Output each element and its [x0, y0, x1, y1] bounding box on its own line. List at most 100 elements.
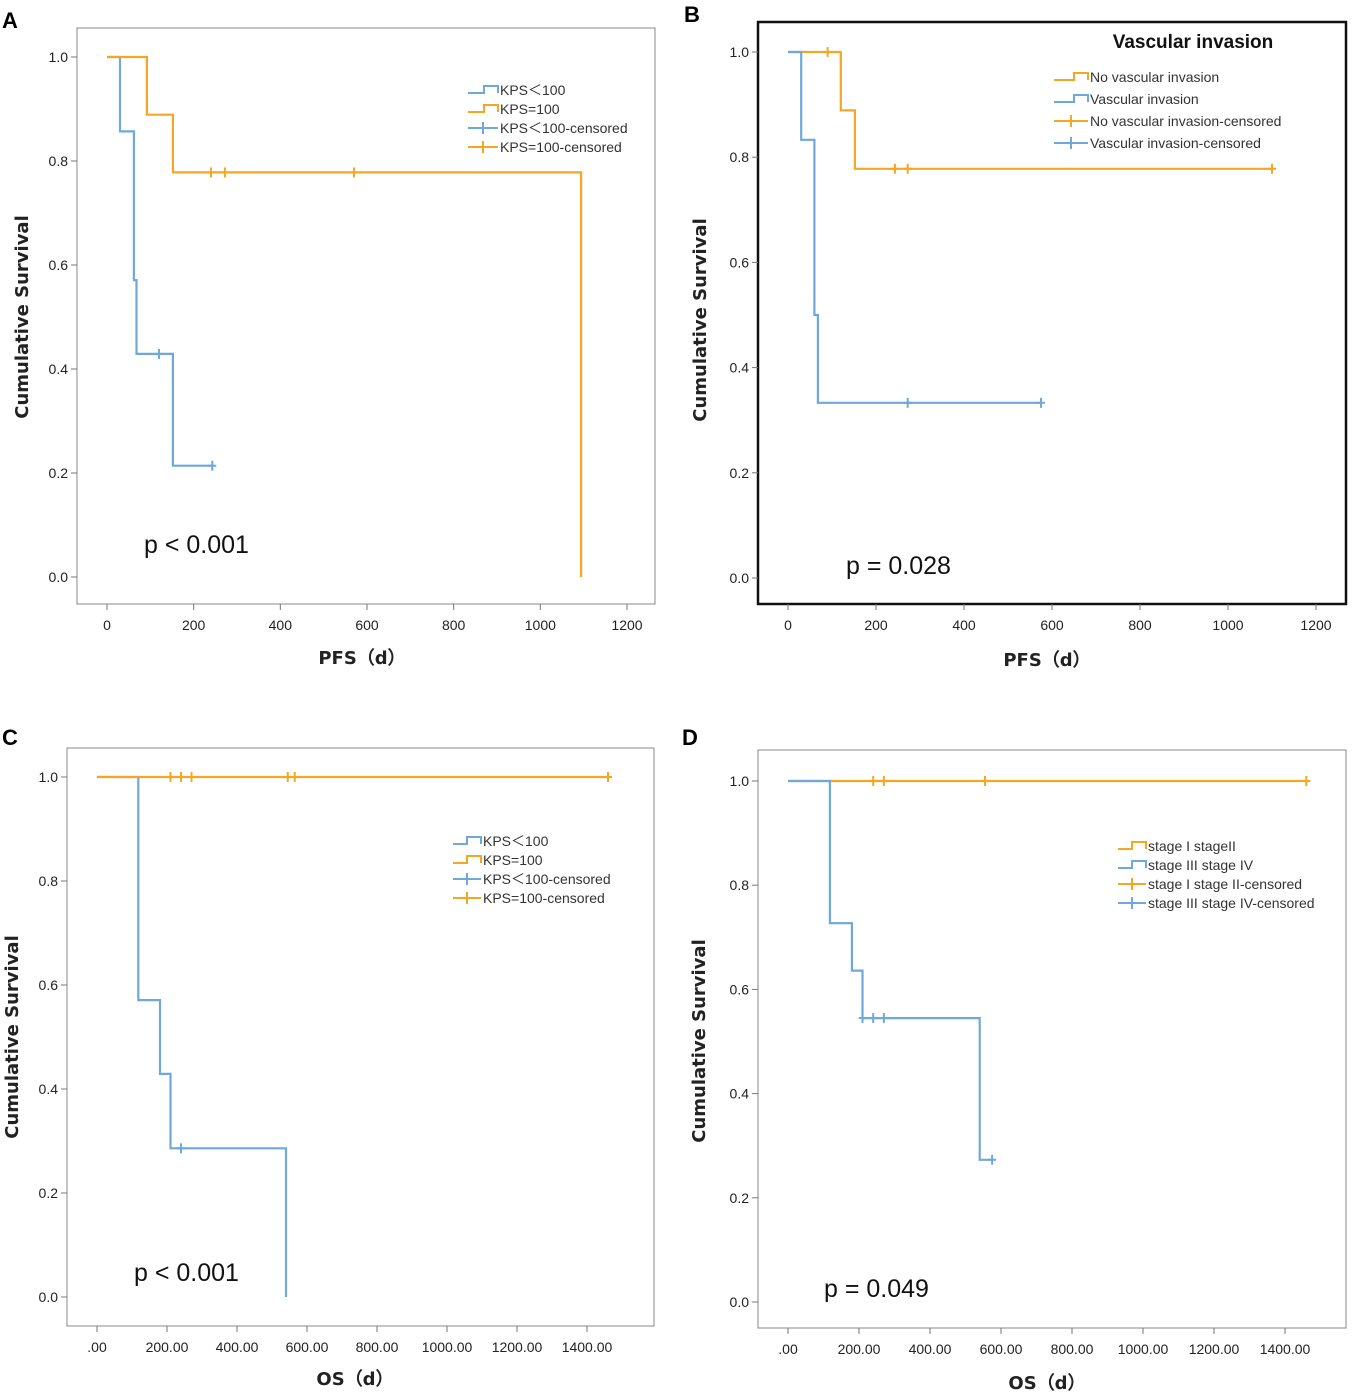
panel-letter: A — [2, 8, 18, 33]
legend-entry: stage I stage II-censored — [1148, 876, 1302, 892]
y-tick-label: 0.4 — [49, 361, 69, 377]
x-tick-label: .00 — [778, 1341, 798, 1357]
legend-entry: KPS＜100 — [500, 82, 566, 98]
x-axis-title: PFS（d） — [318, 648, 405, 669]
km-curve-series-2 — [788, 779, 993, 1161]
x-tick-label: 1200.00 — [492, 1339, 543, 1355]
km-curve-series-1 — [788, 50, 1272, 170]
x-tick-label: 1200.00 — [1189, 1341, 1240, 1357]
km-curve-series-2 — [107, 55, 583, 577]
legend-entry: KPS＜100-censored — [483, 871, 611, 887]
legend-swatch-step — [1054, 94, 1089, 103]
x-tick-label: 0 — [784, 617, 792, 633]
x-tick-label: 600.00 — [286, 1339, 329, 1355]
y-tick-label: 0.8 — [39, 873, 59, 889]
legend-entry: Vascular invasion — [1090, 91, 1199, 107]
y-tick-label: 0.0 — [730, 570, 750, 586]
x-tick-label: 600 — [355, 617, 379, 633]
x-tick-label: 600 — [1040, 617, 1064, 633]
legend-entry: stage I stageII — [1148, 838, 1236, 854]
y-tick-label: 1.0 — [730, 773, 750, 789]
x-tick-label: 800.00 — [356, 1339, 399, 1355]
y-tick-label: 0.6 — [730, 981, 750, 997]
y-tick-label: 0.0 — [49, 569, 69, 585]
legend-swatch-step — [453, 836, 482, 845]
y-axis-title: Cumulative Survival — [12, 215, 33, 419]
x-tick-label: 1000 — [1212, 617, 1243, 633]
x-axis-title: OS（d） — [1008, 1373, 1085, 1394]
y-axis-title: Cumulative Survival — [689, 939, 710, 1143]
legend-entry: KPS=100 — [483, 852, 543, 868]
plot-frame — [66, 747, 655, 1327]
y-tick-label: 0.2 — [730, 465, 750, 481]
legend-swatch-step — [1118, 860, 1147, 869]
y-tick-label: 1.0 — [49, 49, 69, 65]
y-tick-label: 0.4 — [730, 360, 750, 376]
legend-title: Vascular invasion — [1113, 32, 1274, 53]
panel-c: C 0.0 0.2 0.4 0.6 0.8 1.0 .00 200.00 400.00 600.00… — [2, 725, 655, 1390]
legend-entry: No vascular invasion-censored — [1090, 113, 1281, 129]
x-tick-label: 200.00 — [838, 1341, 881, 1357]
x-tick-label: 400 — [269, 617, 293, 633]
panel-a: A 0.0 0.2 0.4 0.6 0.8 1.0 0 200 400 600 800 1000 1200… — [2, 8, 656, 669]
legend-entry: stage III stage IV-censored — [1148, 895, 1315, 911]
km-curve-series-1 — [97, 775, 288, 1297]
x-tick-label: 1400.00 — [562, 1339, 613, 1355]
legend-entry: KPS＜100-censored — [500, 120, 628, 136]
x-tick-label: 200 — [864, 617, 888, 633]
x-tick-label: 1400.00 — [1260, 1341, 1311, 1357]
x-tick-label: 1000.00 — [422, 1339, 473, 1355]
x-tick-label: 800.00 — [1051, 1341, 1094, 1357]
panel-d: D 0.0 0.2 0.4 0.6 0.8 1.0 .00 200.00 400.00 600.00… — [682, 725, 1347, 1394]
y-tick-label: 0.6 — [49, 257, 69, 273]
y-tick-label: 0.8 — [730, 877, 750, 893]
x-tick-label: 200 — [182, 617, 206, 633]
p-value: p = 0.028 — [846, 552, 951, 580]
y-tick-label: 0.2 — [39, 1185, 59, 1201]
legend-entry: KPS=100 — [500, 101, 560, 117]
legend-entry: KPS＜100 — [483, 833, 549, 849]
x-tick-label: 800 — [442, 617, 466, 633]
y-tick-label: 0.4 — [730, 1086, 750, 1102]
y-tick-label: 0.8 — [49, 153, 69, 169]
x-tick-label: 1200 — [611, 617, 642, 633]
legend-swatch-step — [1118, 841, 1147, 850]
x-tick-label: 600.00 — [980, 1341, 1023, 1357]
x-tick-label: 1200 — [1300, 617, 1331, 633]
y-tick-label: 0.0 — [39, 1289, 59, 1305]
x-axis-title: PFS（d） — [1003, 650, 1090, 671]
legend-entry: stage III stage IV — [1148, 857, 1254, 873]
x-tick-label: 200.00 — [146, 1339, 189, 1355]
panel-letter: C — [2, 725, 18, 750]
y-axis-title: Cumulative Survival — [690, 218, 711, 422]
legend-entry: KPS=100-censored — [500, 139, 622, 155]
panel-b: B 0.0 0.2 0.4 0.6 0.8 1.0 0 200 400 600 800 1000 1200… — [684, 2, 1348, 671]
panel-letter: B — [684, 2, 700, 27]
y-tick-label: 0.4 — [39, 1081, 59, 1097]
x-tick-label: 1000.00 — [1118, 1341, 1169, 1357]
x-tick-label: 400 — [952, 617, 976, 633]
p-value: p = 0.049 — [824, 1275, 929, 1303]
y-tick-label: 1.0 — [730, 44, 750, 60]
legend-swatch-step — [453, 855, 482, 864]
p-value: p < 0.001 — [144, 531, 249, 559]
y-tick-label: 0.0 — [730, 1294, 750, 1310]
plot-frame — [757, 749, 1347, 1329]
legend-entry: Vascular invasion-censored — [1090, 135, 1261, 151]
panel-letter: D — [682, 725, 698, 750]
y-tick-label: 0.2 — [49, 465, 69, 481]
legend-swatch-step — [1054, 72, 1089, 81]
plot-frame — [76, 27, 656, 605]
x-tick-label: .00 — [87, 1339, 107, 1355]
y-tick-label: 0.2 — [730, 1190, 750, 1206]
legend-entry: KPS=100-censored — [483, 890, 605, 906]
km-curve-series-2 — [788, 50, 1041, 404]
x-tick-label: 800 — [1128, 617, 1152, 633]
y-tick-label: 0.6 — [730, 254, 750, 270]
km-curve-series-1 — [107, 55, 213, 467]
legend-entry: No vascular invasion — [1090, 69, 1219, 85]
p-value: p < 0.001 — [134, 1259, 239, 1287]
y-tick-label: 0.8 — [730, 149, 750, 165]
x-tick-label: 0 — [103, 617, 111, 633]
x-tick-label: 400.00 — [909, 1341, 952, 1357]
